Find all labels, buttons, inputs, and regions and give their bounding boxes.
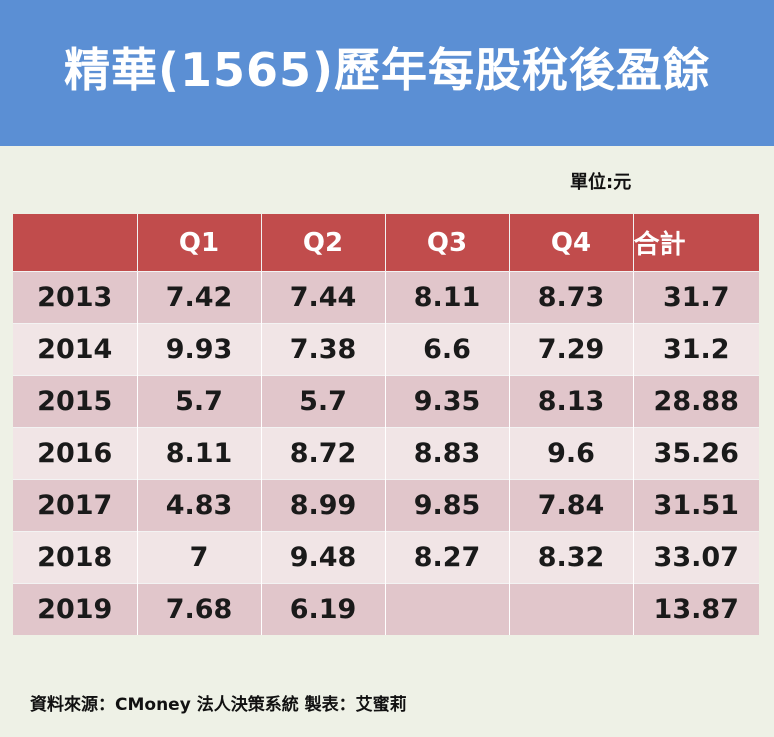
total-cell: 31.51 bbox=[633, 479, 759, 532]
q2-cell: 8.99 bbox=[261, 479, 386, 532]
q3-cell bbox=[385, 583, 510, 635]
total-cell: 31.2 bbox=[633, 323, 759, 376]
eps-table: Q1 Q2 Q3 Q4 合計 2013 7.42 7.44 8.11 8.73 … bbox=[13, 214, 759, 635]
table-row: 2016 8.11 8.72 8.83 9.6 35.26 bbox=[13, 427, 759, 480]
table-row: 2019 7.68 6.19 13.87 bbox=[13, 583, 759, 635]
title-banner: 精華(1565)歷年每股稅後盈餘 bbox=[0, 0, 774, 146]
table-row: 2018 7 9.48 8.27 8.32 33.07 bbox=[13, 531, 759, 584]
year-cell: 2015 bbox=[13, 375, 138, 428]
q3-cell: 8.83 bbox=[385, 427, 510, 480]
q4-cell: 9.6 bbox=[509, 427, 634, 480]
q4-cell: 8.73 bbox=[509, 271, 634, 324]
q3-cell: 8.27 bbox=[385, 531, 510, 584]
year-cell: 2018 bbox=[13, 531, 138, 584]
header-cell-q3: Q3 bbox=[385, 214, 510, 272]
q3-cell: 9.85 bbox=[385, 479, 510, 532]
q3-cell: 9.35 bbox=[385, 375, 510, 428]
q3-cell: 6.6 bbox=[385, 323, 510, 376]
year-cell: 2019 bbox=[13, 583, 138, 635]
q4-cell: 7.84 bbox=[509, 479, 634, 532]
q4-cell: 7.29 bbox=[509, 323, 634, 376]
q1-cell: 4.83 bbox=[137, 479, 262, 532]
header-cell-total: 合計 bbox=[633, 214, 759, 272]
total-cell: 13.87 bbox=[633, 583, 759, 635]
total-cell: 35.26 bbox=[633, 427, 759, 480]
table-header-row: Q1 Q2 Q3 Q4 合計 bbox=[13, 214, 759, 272]
q4-cell: 8.32 bbox=[509, 531, 634, 584]
q2-cell: 8.72 bbox=[261, 427, 386, 480]
header-cell-q1: Q1 bbox=[137, 214, 262, 272]
table-row: 2014 9.93 7.38 6.6 7.29 31.2 bbox=[13, 323, 759, 376]
header-cell-blank bbox=[13, 214, 138, 272]
q1-cell: 9.93 bbox=[137, 323, 262, 376]
table-row: 2017 4.83 8.99 9.85 7.84 31.51 bbox=[13, 479, 759, 532]
table-row: 2015 5.7 5.7 9.35 8.13 28.88 bbox=[13, 375, 759, 428]
page-title: 精華(1565)歷年每股稅後盈餘 bbox=[63, 43, 711, 97]
source-note: 資料來源：CMoney 法人決策系統 製表：艾蜜莉 bbox=[30, 695, 407, 715]
header-cell-q4: Q4 bbox=[509, 214, 634, 272]
table-row: 2013 7.42 7.44 8.11 8.73 31.7 bbox=[13, 271, 759, 324]
year-cell: 2017 bbox=[13, 479, 138, 532]
year-cell: 2013 bbox=[13, 271, 138, 324]
q1-cell: 5.7 bbox=[137, 375, 262, 428]
q2-cell: 6.19 bbox=[261, 583, 386, 635]
q2-cell: 5.7 bbox=[261, 375, 386, 428]
total-cell: 33.07 bbox=[633, 531, 759, 584]
q1-cell: 7 bbox=[137, 531, 262, 584]
q3-cell: 8.11 bbox=[385, 271, 510, 324]
q2-cell: 7.38 bbox=[261, 323, 386, 376]
year-cell: 2016 bbox=[13, 427, 138, 480]
q1-cell: 8.11 bbox=[137, 427, 262, 480]
q2-cell: 9.48 bbox=[261, 531, 386, 584]
q4-cell: 8.13 bbox=[509, 375, 634, 428]
total-cell: 31.7 bbox=[633, 271, 759, 324]
total-cell: 28.88 bbox=[633, 375, 759, 428]
q4-cell bbox=[509, 583, 634, 635]
header-cell-q2: Q2 bbox=[261, 214, 386, 272]
q1-cell: 7.42 bbox=[137, 271, 262, 324]
q2-cell: 7.44 bbox=[261, 271, 386, 324]
q1-cell: 7.68 bbox=[137, 583, 262, 635]
year-cell: 2014 bbox=[13, 323, 138, 376]
unit-label: 單位:元 bbox=[570, 172, 632, 193]
